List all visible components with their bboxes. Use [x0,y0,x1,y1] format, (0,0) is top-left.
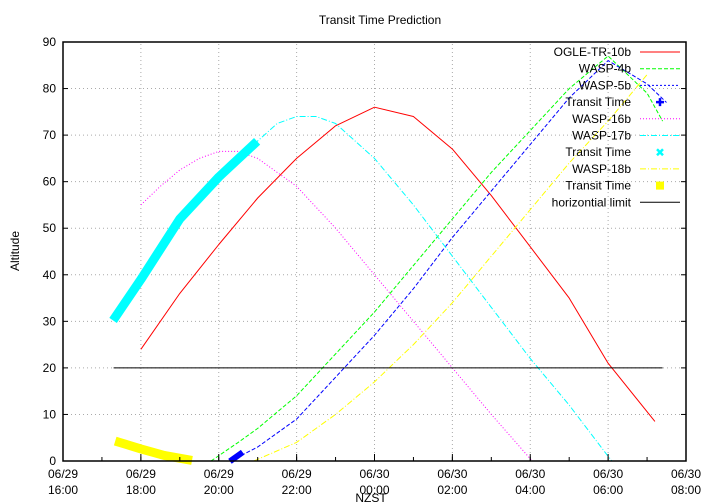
series-transit-time [109,138,261,323]
x-tick-time: 16:00 [48,483,78,497]
chart-title: Transit Time Prediction [319,13,441,27]
x-tick-time: 20:00 [204,483,234,497]
axis-ticks: 0 10 20 30 40 50 60 70 80 90 06/29 16:00 06/29 18:00 0… [43,35,702,497]
x-axis-label: NZST [355,491,387,504]
series-ogle-tr-10b [140,106,656,422]
series-wasp-17b [253,116,613,462]
x-tick-time: 08:00 [671,483,701,497]
y-tick-label: 60 [43,175,57,189]
x-tick-time: 22:00 [282,483,312,497]
y-tick-label: 70 [43,128,57,142]
legend-label: WASP-17b [572,129,631,143]
legend-label: WASP-4b [579,62,632,76]
legend-label: Transit Time [565,179,631,193]
x-tick-date: 06/29 [126,467,156,481]
y-tick-label: 0 [49,454,56,468]
series-wasp-4b [210,55,664,462]
series-wasp-16b [140,150,533,462]
x-tick-date: 06/29 [48,467,78,481]
x-tick-time: 02:00 [437,483,467,497]
legend-square-icon [656,181,664,190]
series-wasp-18b [253,74,648,462]
legend-label: horizontial limit [552,195,632,209]
x-tick-date: 06/30 [593,467,623,481]
legend-cross-icon [656,148,664,157]
legend-label: Transit Time [565,95,631,109]
series-wasp-5b [230,60,667,462]
x-tick-date: 06/30 [359,467,389,481]
y-axis-label: Altitude [8,231,22,271]
y-tick-label: 10 [43,407,57,421]
x-tick-time: 18:00 [126,483,156,497]
legend-label: WASP-16b [572,112,631,126]
data-series [109,55,667,465]
y-tick-label: 40 [43,268,57,282]
legend-plus-icon [656,98,664,107]
x-tick-date: 06/29 [204,467,234,481]
y-tick-label: 30 [43,314,57,328]
legend-label: OGLE-TR-10b [554,45,632,59]
y-tick-label: 90 [43,35,57,49]
legend-label: WASP-18b [572,162,631,176]
x-tick-date: 06/30 [671,467,701,481]
legend-label: Transit Time [565,145,631,159]
legend: OGLE-TR-10b WASP-4b WASP-5b Transit Time WAS… [552,45,680,209]
legend-label: WASP-5b [579,78,632,92]
x-tick-time: 00:00 [359,483,389,497]
x-tick-time: 04:00 [515,483,545,497]
x-tick-date: 06/30 [515,467,545,481]
x-tick-date: 06/29 [282,467,312,481]
series-transit-time [113,436,193,465]
y-tick-label: 80 [43,82,57,96]
y-tick-label: 50 [43,221,57,235]
x-tick-date: 06/30 [437,467,467,481]
y-tick-label: 20 [43,361,57,375]
series-transit-time [228,449,245,464]
x-tick-time: 06:00 [593,483,623,497]
